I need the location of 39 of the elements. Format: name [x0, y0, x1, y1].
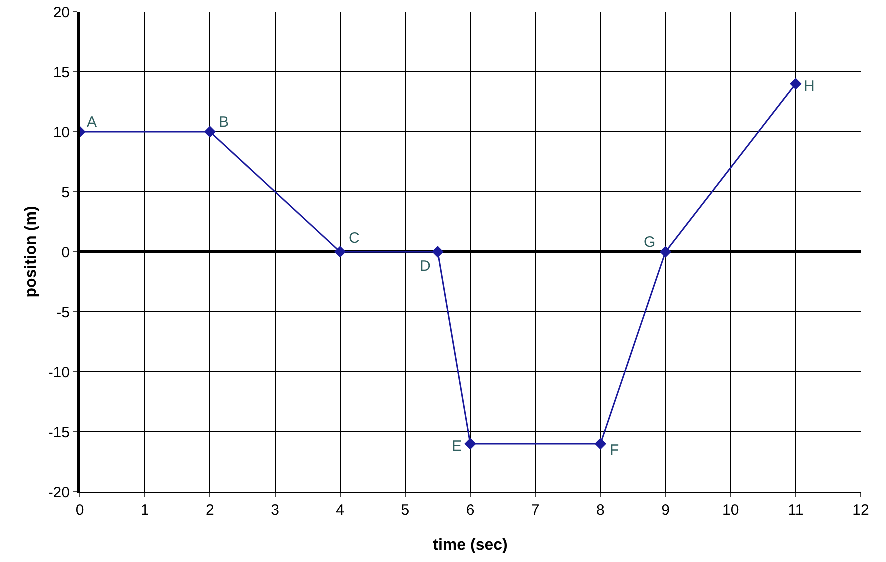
y-tick-label: -20	[48, 484, 70, 502]
x-tick-label: 6	[466, 502, 475, 519]
annotation: E	[452, 438, 462, 455]
x-tick-label: 11	[788, 502, 804, 519]
x-tick-label: 8	[596, 502, 605, 519]
y-axis-title: position (m)	[23, 206, 40, 298]
y-tick-label: 15	[53, 64, 70, 82]
annotation: A	[87, 114, 98, 131]
x-tick-label: 10	[722, 502, 740, 519]
annotation: F	[610, 442, 620, 459]
point	[432, 246, 444, 258]
annotation: G	[644, 234, 656, 251]
x-tick-label: 0	[76, 502, 84, 519]
point	[660, 246, 672, 258]
y-tick-label: 20	[53, 4, 70, 22]
y-tick-label: 10	[53, 124, 70, 142]
x-tick-label: 7	[531, 502, 540, 519]
x-tick-label: 3	[271, 502, 280, 519]
x-tick-label: 5	[401, 502, 410, 519]
y-tick-label: -15	[48, 424, 70, 442]
annotation: B	[219, 114, 230, 131]
y-tick-label: 5	[62, 184, 70, 202]
y-tick-label: -10	[48, 364, 70, 382]
annotation: C	[349, 230, 360, 247]
y-tick-label: -5	[56, 304, 70, 322]
x-tick-label: 2	[206, 502, 214, 519]
point	[594, 438, 607, 450]
point	[464, 438, 476, 450]
x-tick-label: 4	[336, 502, 344, 519]
annotation: H	[804, 78, 815, 95]
point	[334, 246, 346, 258]
point	[790, 78, 802, 90]
x-axis-title: time (sec)	[433, 537, 508, 554]
annotation: D	[420, 258, 431, 275]
x-tick-label: 12	[852, 502, 870, 519]
x-tick-label: 1	[140, 502, 150, 519]
point	[204, 126, 216, 138]
x-tick-label: 9	[662, 502, 670, 519]
y-tick-label: 0	[62, 244, 70, 262]
